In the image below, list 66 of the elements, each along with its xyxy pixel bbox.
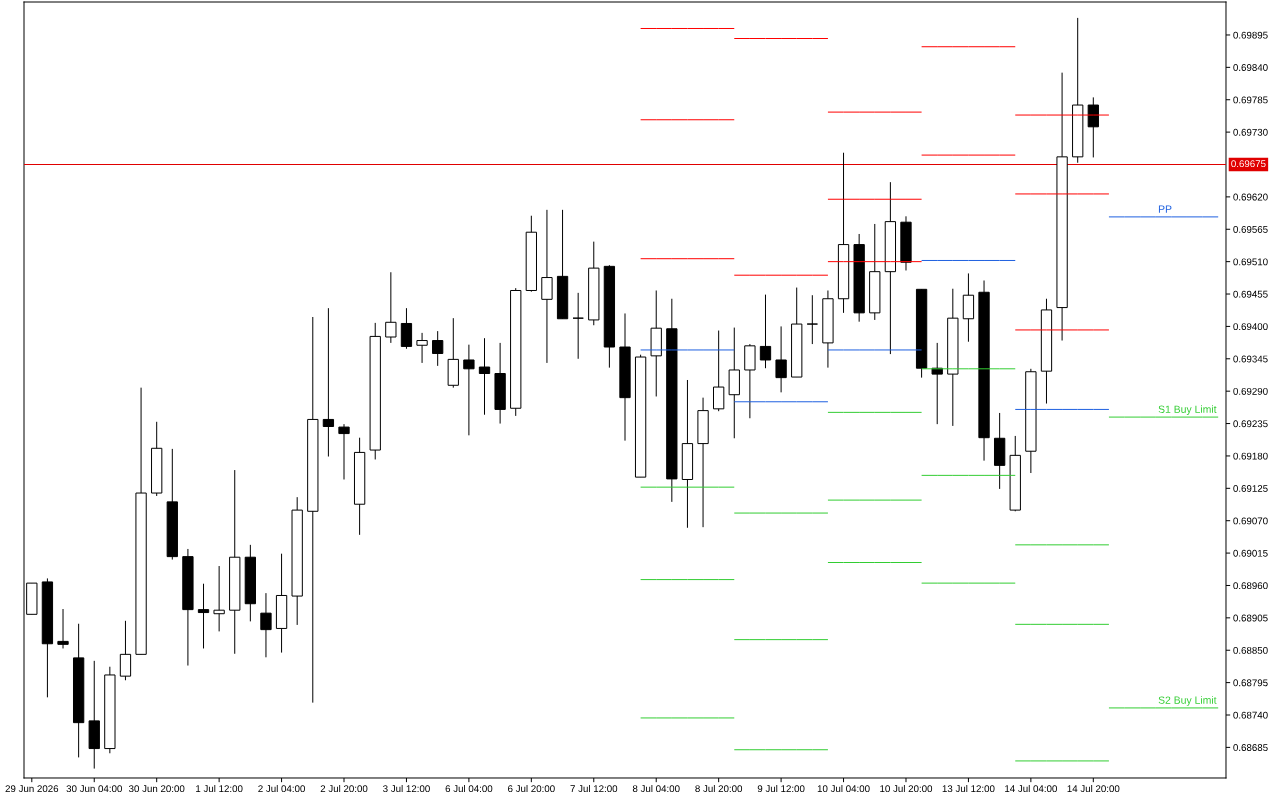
ref-line-label: 0.69675 xyxy=(1231,160,1266,168)
candlestick xyxy=(197,583,210,649)
candlestick xyxy=(385,271,397,344)
x-tick-label: 10 Jul 20:00 xyxy=(880,784,933,793)
candlestick xyxy=(119,620,132,681)
y-tick-label: 0.69400 xyxy=(1233,323,1268,331)
candlestick xyxy=(931,342,943,425)
candlestick xyxy=(1087,96,1099,158)
candlestick xyxy=(572,292,584,360)
candlestick xyxy=(400,307,413,350)
candlestick xyxy=(775,325,787,393)
y-tick-label: 0.69290 xyxy=(1233,387,1268,395)
candlestick xyxy=(432,330,444,367)
x-tick-label: 6 Jul 04:00 xyxy=(445,784,493,793)
y-tick-label: 0.69840 xyxy=(1233,64,1268,71)
y-tick-label: 0.69565 xyxy=(1233,226,1268,233)
x-tick-label: 29 Jun 2026 xyxy=(5,785,59,793)
series-label: S1 Buy Limit xyxy=(1158,405,1217,415)
candlestick xyxy=(57,608,69,649)
y-tick-label: 0.68795 xyxy=(1233,679,1268,687)
y-tick-label: 0.68740 xyxy=(1233,711,1268,719)
x-tick-label: 9 Jul 12:00 xyxy=(757,784,805,793)
x-tick-label: 3 Jul 12:00 xyxy=(383,784,430,793)
y-tick-label: 0.69620 xyxy=(1233,193,1268,201)
y-tick-label: 0.69070 xyxy=(1233,517,1268,525)
y-tick-label: 0.68685 xyxy=(1233,744,1268,751)
x-tick-label: 6 Jul 20:00 xyxy=(508,784,555,793)
candlestick xyxy=(260,592,272,658)
y-tick-label: 0.69510 xyxy=(1233,258,1268,266)
series-label: PP xyxy=(1158,205,1172,213)
candlestick xyxy=(541,209,553,364)
x-tick-label: 30 Jun 20:00 xyxy=(128,785,185,793)
y-tick-label: 0.68960 xyxy=(1233,582,1268,590)
x-tick-label: 14 Jul 20:00 xyxy=(1067,784,1120,793)
candlestick xyxy=(338,423,350,480)
x-tick-label: 7 Jul 12:00 xyxy=(570,784,618,793)
series-label: S2 Buy Limit xyxy=(1158,696,1217,706)
y-tick-label: 0.68850 xyxy=(1233,646,1268,654)
y-tick-label: 0.68905 xyxy=(1233,614,1268,622)
candlestick xyxy=(759,294,772,369)
y-tick-label: 0.69785 xyxy=(1233,96,1268,104)
candlestick xyxy=(416,332,428,364)
candlestick xyxy=(463,344,475,436)
x-tick-label: 1 Jul 12:00 xyxy=(196,784,243,793)
x-tick-label: 8 Jul 04:00 xyxy=(632,784,680,793)
x-tick-label: 13 Jul 12:00 xyxy=(942,784,995,793)
candlestick xyxy=(713,330,725,412)
y-tick-label: 0.69235 xyxy=(1233,420,1268,428)
y-tick-label: 0.69125 xyxy=(1233,485,1268,492)
x-tick-label: 10 Jul 04:00 xyxy=(817,784,870,793)
y-tick-label: 0.69455 xyxy=(1233,290,1268,298)
x-tick-label: 8 Jul 20:00 xyxy=(695,784,743,793)
candlestick xyxy=(962,272,975,343)
y-tick-label: 0.69180 xyxy=(1233,452,1268,460)
y-tick-label: 0.69895 xyxy=(1233,31,1268,39)
candlestick xyxy=(322,307,335,458)
x-tick-label: 30 Jun 04:00 xyxy=(66,785,122,793)
y-tick-label: 0.69730 xyxy=(1233,128,1268,136)
candlestick xyxy=(806,294,818,345)
x-tick-label: 2 Jul 04:00 xyxy=(258,784,305,793)
x-tick-label: 14 Jul 04:00 xyxy=(1005,784,1057,793)
y-tick-label: 0.69345 xyxy=(1233,355,1268,363)
candlestick xyxy=(213,565,225,632)
y-tick-label: 0.69015 xyxy=(1233,549,1268,557)
candlestick xyxy=(478,337,491,416)
x-tick-label: 2 Jul 20:00 xyxy=(320,784,368,793)
